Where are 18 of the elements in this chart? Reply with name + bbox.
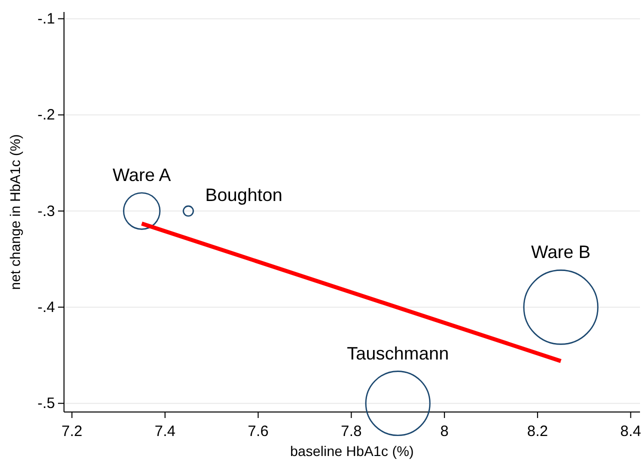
x-tick-label: 7.6 [248, 423, 269, 440]
annotation: Ware A [112, 164, 171, 185]
x-tick-label: 8 [440, 423, 449, 440]
x-tick-label: 7.2 [61, 423, 82, 440]
x-tick-label: 7.4 [154, 423, 176, 440]
x-tick-label: 8.2 [527, 423, 548, 440]
x-axis-title: baseline HbA1c (%) [290, 443, 414, 459]
annotation: Tauschmann [346, 343, 449, 364]
y-axis-title: net change in HbA1c (%) [7, 134, 23, 290]
y-tick-label: -.5 [37, 395, 55, 412]
x-tick-label: 7.8 [340, 423, 362, 440]
annotation: Boughton [205, 185, 282, 206]
y-tick-label: -.3 [37, 202, 55, 220]
x-tick-label: 8.4 [620, 423, 642, 440]
y-tick-label: -.4 [37, 298, 55, 316]
y-tick-label: -.2 [37, 106, 55, 124]
y-tick-label: -.1 [37, 10, 55, 28]
annotation: Ware B [531, 242, 591, 262]
